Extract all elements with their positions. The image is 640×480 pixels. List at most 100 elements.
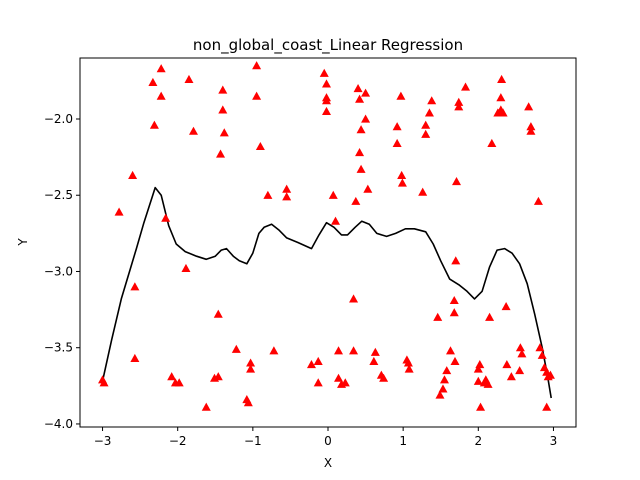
data-point xyxy=(454,97,464,106)
data-point xyxy=(321,106,331,115)
data-point xyxy=(167,372,177,381)
y-tick-label: −3.5 xyxy=(44,341,73,355)
data-point xyxy=(421,120,431,129)
data-point xyxy=(213,372,223,381)
y-tick-label: −2.5 xyxy=(44,188,73,202)
data-point xyxy=(130,282,140,291)
data-point xyxy=(313,356,323,366)
data-point xyxy=(483,379,493,388)
data-point xyxy=(319,68,329,77)
data-point xyxy=(334,373,344,382)
y-axis-ticks: −4.0 −3.5 −3.0 −2.5 −2.0 xyxy=(44,112,80,431)
data-point xyxy=(501,302,511,311)
data-point xyxy=(524,102,534,111)
data-point xyxy=(515,343,525,352)
data-point xyxy=(313,378,323,387)
data-point xyxy=(174,378,184,387)
data-point xyxy=(396,91,406,100)
data-point xyxy=(99,378,109,387)
data-point xyxy=(156,91,166,100)
data-point xyxy=(321,79,331,88)
data-point xyxy=(156,64,166,73)
data-point xyxy=(452,177,462,186)
data-point xyxy=(188,126,198,135)
data-point xyxy=(451,256,461,265)
data-point xyxy=(243,398,253,407)
data-point xyxy=(392,138,402,147)
data-point xyxy=(502,359,512,369)
data-point xyxy=(370,347,380,356)
data-point xyxy=(246,358,256,367)
data-point xyxy=(403,358,413,367)
data-point xyxy=(535,343,545,352)
y-axis-label: Y xyxy=(16,238,30,247)
data-point xyxy=(361,114,371,123)
data-point xyxy=(537,350,547,359)
x-tick-label: −1 xyxy=(244,434,262,448)
data-point xyxy=(351,196,361,205)
data-point xyxy=(255,141,265,151)
data-point xyxy=(328,190,338,199)
data-point xyxy=(517,349,527,358)
x-tick-label: 0 xyxy=(324,434,332,448)
data-point xyxy=(485,312,495,321)
data-point xyxy=(246,364,256,373)
y-tick-label: −3.0 xyxy=(44,264,73,278)
data-point xyxy=(450,356,460,366)
data-point xyxy=(545,370,555,379)
data-point xyxy=(433,312,443,321)
x-tick-label: 2 xyxy=(474,434,482,448)
x-tick-label: 1 xyxy=(399,434,407,448)
data-point xyxy=(498,108,508,117)
data-point xyxy=(252,61,262,70)
data-point xyxy=(128,170,138,180)
data-point xyxy=(397,178,407,187)
x-tick-label: −2 xyxy=(169,434,187,448)
data-point xyxy=(439,375,449,384)
data-point xyxy=(114,207,124,216)
data-point xyxy=(252,91,262,100)
data-point xyxy=(379,373,389,382)
data-point xyxy=(356,125,366,134)
data-point xyxy=(130,353,140,362)
data-point xyxy=(392,122,402,131)
data-point xyxy=(306,359,316,369)
data-point xyxy=(218,85,228,94)
data-point xyxy=(355,148,365,157)
data-point xyxy=(496,93,506,102)
data-point xyxy=(487,138,497,147)
data-point xyxy=(461,82,471,91)
x-tick-label: 3 xyxy=(550,434,558,448)
data-point xyxy=(282,192,292,201)
data-point xyxy=(427,96,437,105)
data-point xyxy=(181,263,191,273)
data-point xyxy=(321,96,331,105)
data-point xyxy=(361,88,371,97)
chart-title: non_global_coast_Linear Regression xyxy=(193,36,463,55)
data-point xyxy=(404,364,414,373)
data-point xyxy=(263,190,273,199)
data-point xyxy=(355,94,365,103)
data-point xyxy=(356,164,366,173)
data-point xyxy=(526,126,536,135)
x-axis-ticks: −3 −2 −1 0 1 2 3 xyxy=(94,427,558,448)
data-point xyxy=(213,309,223,318)
data-point xyxy=(435,390,445,399)
data-point xyxy=(349,346,359,355)
data-point xyxy=(449,295,459,305)
data-point xyxy=(497,74,507,83)
data-point xyxy=(418,187,428,196)
data-point xyxy=(526,122,536,131)
data-point xyxy=(397,170,407,180)
data-point xyxy=(445,346,455,355)
data-point xyxy=(353,83,363,93)
data-point xyxy=(506,372,516,381)
data-point xyxy=(161,213,171,222)
data-point xyxy=(454,102,464,111)
data-point xyxy=(475,359,485,369)
y-tick-label: −2.0 xyxy=(44,112,73,126)
data-point xyxy=(269,346,279,355)
data-point xyxy=(438,384,448,393)
x-tick-label: −3 xyxy=(94,434,112,448)
data-point xyxy=(219,128,229,137)
